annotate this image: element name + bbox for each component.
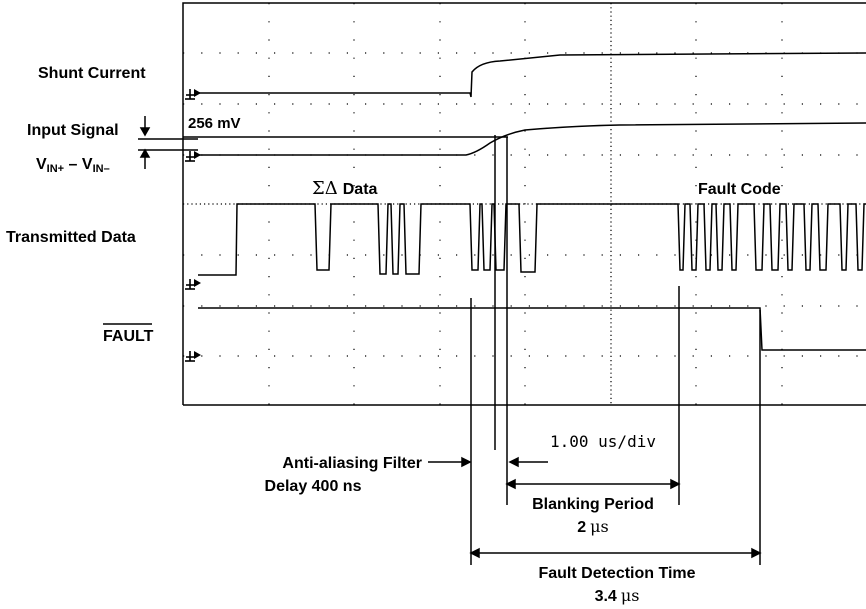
- label-shunt-current: Shunt Current: [38, 65, 146, 82]
- shunt-current-trace: [198, 52, 866, 98]
- blanking-period-label: Blanking Period: [532, 496, 654, 513]
- timebase-readout: 1.00 us/div: [550, 432, 656, 451]
- fault-detection-arrow-icon: [469, 547, 762, 559]
- ground-marker-icon: [185, 89, 201, 100]
- blanking-period-arrow-icon: [505, 478, 681, 490]
- ground-marker-icon: [185, 151, 201, 162]
- fault-code-label: Fault Code: [698, 181, 781, 198]
- ground-marker-icon: [185, 279, 201, 290]
- input-signal-trace: [198, 122, 866, 156]
- fault-detection-value: 3.4 μs: [595, 586, 640, 605]
- transmitted-data-trace: [198, 203, 866, 276]
- label-vin-diff: VIN+ – VIN–: [36, 156, 110, 175]
- ground-marker-icon: [185, 351, 201, 362]
- fault-trace: [198, 307, 866, 351]
- filter-delay-arrows-icon: [428, 456, 548, 468]
- fault-detection-label: Fault Detection Time: [538, 565, 695, 582]
- label-input-signal: Input Signal: [27, 122, 119, 139]
- voltage-marker-label: 256 mV: [188, 115, 241, 132]
- label-fault: FAULT: [103, 328, 154, 345]
- filter-delay-label-line1: Anti-aliasing Filter: [282, 455, 422, 472]
- traces: [198, 52, 866, 351]
- label-transmitted-data: Transmitted Data: [6, 229, 136, 246]
- ground-markers: [185, 89, 201, 362]
- marker-lines: [470, 135, 761, 565]
- voltage-scale-arrows-icon: [138, 116, 198, 169]
- filter-delay-label-line2: Delay 400 ns: [265, 478, 362, 495]
- blanking-period-value: 2 μs: [577, 517, 609, 536]
- sigma-delta-label: ΣΔ Data: [312, 178, 378, 199]
